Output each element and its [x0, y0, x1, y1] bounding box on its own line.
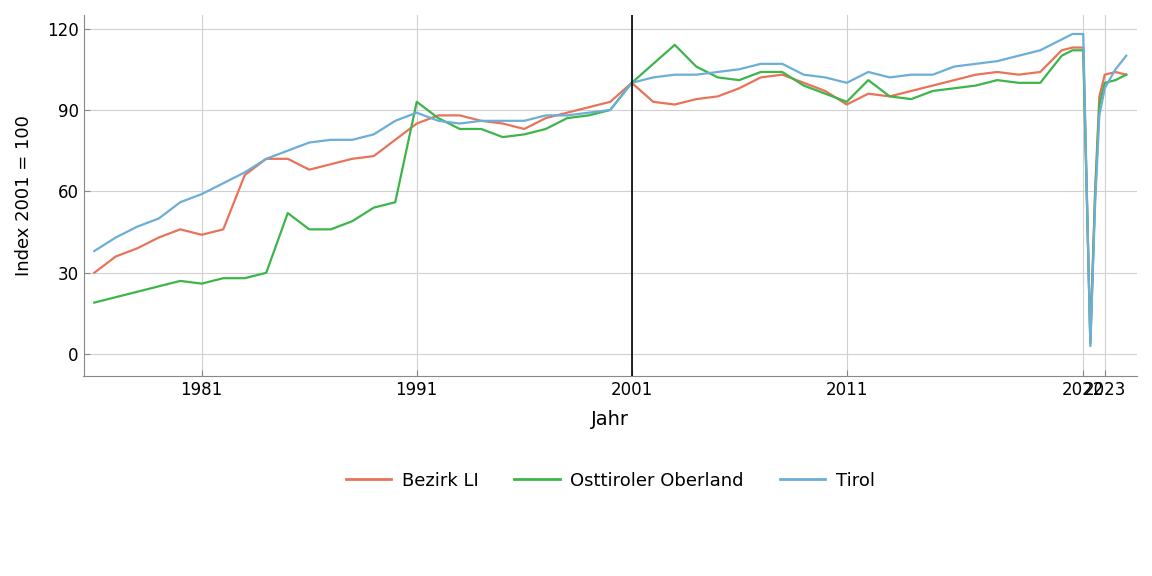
- Legend: Bezirk LI, Osttiroler Oberland, Tirol: Bezirk LI, Osttiroler Oberland, Tirol: [339, 464, 882, 497]
- Y-axis label: Index 2001 = 100: Index 2001 = 100: [15, 115, 33, 276]
- X-axis label: Jahr: Jahr: [591, 410, 629, 429]
